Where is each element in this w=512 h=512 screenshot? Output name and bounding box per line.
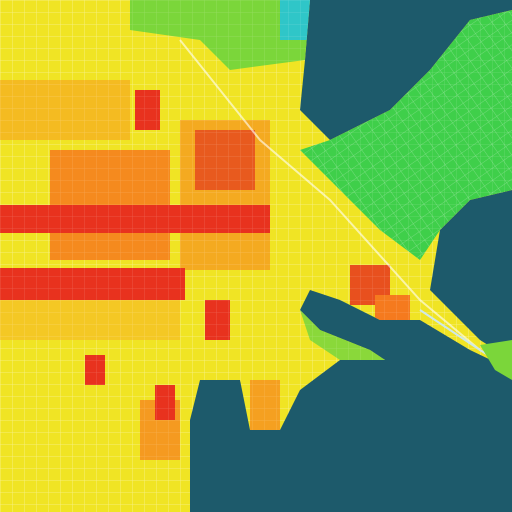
island: [480, 340, 512, 380]
highway: [179, 39, 481, 351]
